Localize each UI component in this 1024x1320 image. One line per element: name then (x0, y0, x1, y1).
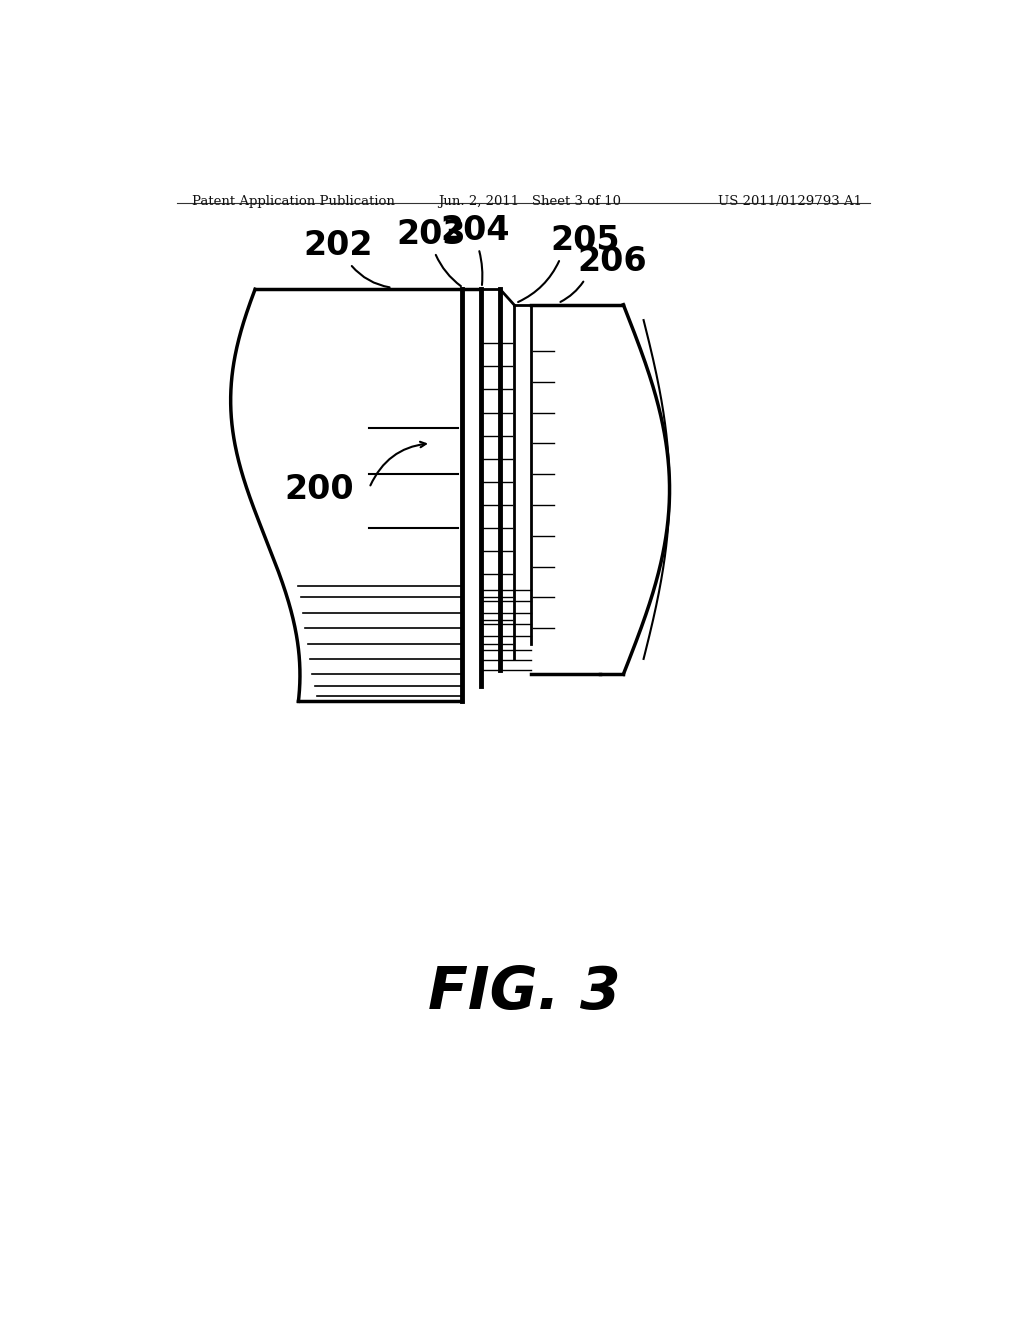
Text: 204: 204 (440, 214, 510, 247)
Text: 200: 200 (285, 473, 354, 506)
Text: 202: 202 (304, 230, 373, 263)
Text: FIG. 3: FIG. 3 (428, 964, 622, 1020)
Text: Jun. 2, 2011   Sheet 3 of 10: Jun. 2, 2011 Sheet 3 of 10 (438, 195, 622, 209)
Text: 205: 205 (550, 224, 620, 257)
Text: Patent Application Publication: Patent Application Publication (193, 195, 395, 209)
Text: US 2011/0129793 A1: US 2011/0129793 A1 (718, 195, 862, 209)
Text: 206: 206 (578, 244, 647, 277)
Text: 203: 203 (396, 218, 466, 251)
